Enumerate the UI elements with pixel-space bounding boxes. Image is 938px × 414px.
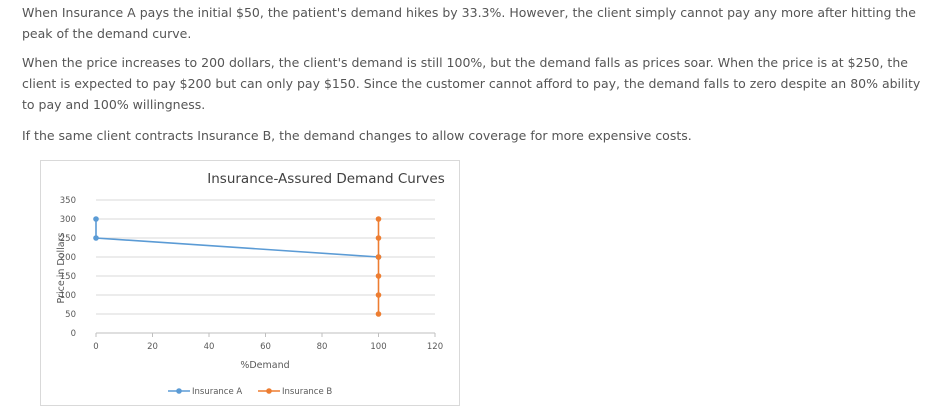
- x-tick-label: 100: [370, 342, 386, 352]
- y-tick-label: 0: [71, 329, 76, 339]
- x-tick-label: 60: [260, 342, 271, 352]
- chart-border: [40, 160, 460, 406]
- demand-curves-chart: 0 50 100 150 200 250 300 350 0 20 40 60 80 100 120 Ins…: [40, 160, 460, 406]
- data-point-insurance-a: [93, 235, 99, 241]
- data-point-insurance-a: [93, 216, 99, 222]
- y-tick-label: 350: [60, 196, 76, 206]
- paragraph-price-increase: When the price increases to 200 dollars,…: [22, 55, 921, 112]
- data-point-insurance-b: [375, 292, 382, 298]
- x-tick-label: 0: [93, 342, 98, 352]
- chart-container: 0 50 100 150 200 250 300 350 0 20 40 60 80 100 120 Ins…: [40, 160, 460, 410]
- data-point-insurance-b: [375, 311, 382, 317]
- legend-label-insurance-a: Insurance A: [192, 387, 242, 397]
- legend: Insurance A Insurance B: [168, 387, 332, 397]
- axes: 0 50 100 150 200 250 300 350 0 20 40 60 80 100 120: [60, 196, 443, 352]
- x-axis-label: %Demand: [240, 360, 289, 371]
- x-tick-label: 80: [317, 342, 328, 352]
- data-point-insurance-b: [375, 216, 382, 222]
- x-tick-label: 40: [204, 342, 215, 352]
- y-tick-label: 150: [60, 272, 76, 282]
- legend-marker-insurance-a: [176, 388, 182, 394]
- chart-title: Insurance-Assured Demand Curves: [207, 171, 445, 187]
- y-tick-label: 200: [60, 253, 76, 263]
- y-tick-label: 250: [60, 234, 76, 244]
- paragraph-insurance-a: When Insurance A pays the initial $50, t…: [22, 5, 916, 41]
- data-point-insurance-b: [375, 254, 382, 260]
- data-point-insurance-b: [375, 235, 382, 241]
- x-tick-label: 20: [147, 342, 158, 352]
- series-layer: [93, 216, 382, 317]
- y-tick-label: 300: [60, 215, 76, 225]
- legend-marker-insurance-b: [266, 388, 272, 394]
- legend-label-insurance-b: Insurance B: [282, 387, 332, 397]
- y-tick-label: 100: [60, 291, 76, 301]
- paragraph-insurance-b: If the same client contracts Insurance B…: [22, 128, 692, 143]
- x-tick-label: 120: [427, 342, 443, 352]
- y-tick-label: 50: [65, 310, 76, 320]
- data-point-insurance-b: [375, 273, 382, 279]
- y-axis-label: Price in Dollars: [56, 232, 67, 303]
